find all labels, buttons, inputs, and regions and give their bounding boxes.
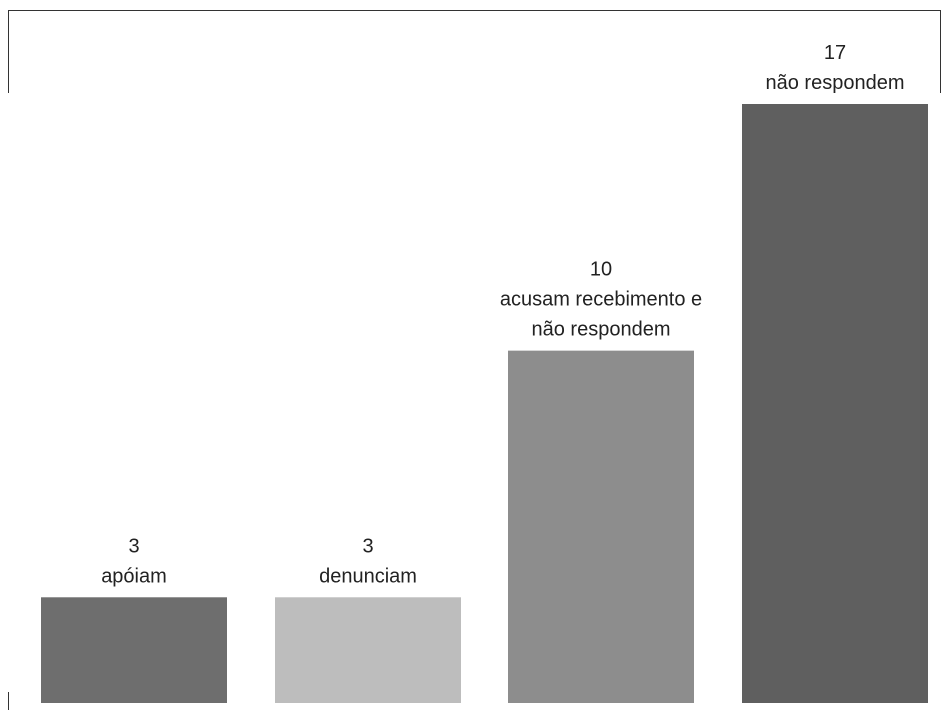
bar-2-value-label: 3 [362, 535, 373, 557]
bar-3-category-label: acusam recebimento e [500, 289, 702, 311]
bar-4-category-label: não respondem [766, 72, 905, 94]
bar-3-value-label: 10 [590, 259, 612, 281]
labels-layer: 3 apóiam 3 denunciam 10 acusam recebimento e n… [101, 42, 904, 587]
bar-4 [742, 104, 928, 703]
bar-3 [508, 350, 694, 703]
bar-1 [41, 597, 227, 703]
bar-2-category-label: denunciam [319, 565, 417, 587]
bar-3-category-label: não respondem [532, 319, 671, 341]
bar-1-category-label: apóiam [101, 565, 167, 587]
bar-4-value-label: 17 [824, 42, 846, 64]
bar-2 [275, 597, 461, 703]
bar-1-value-label: 3 [128, 535, 139, 557]
bars-layer [41, 104, 928, 703]
